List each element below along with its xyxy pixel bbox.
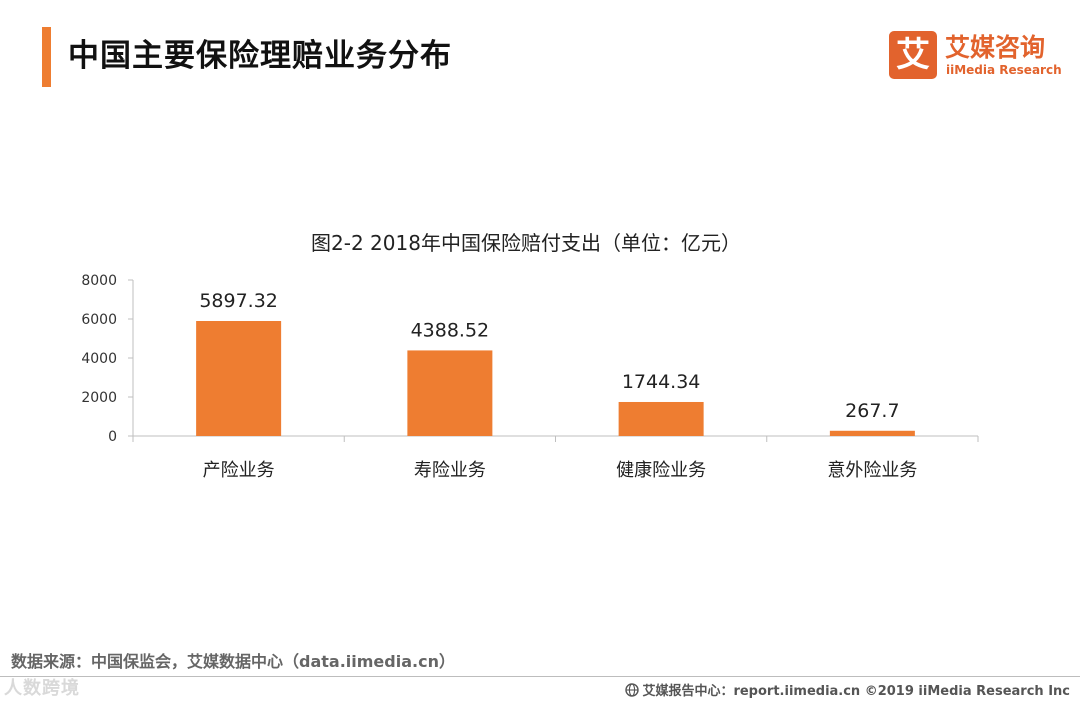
- y-tick-label: 8000: [81, 273, 117, 289]
- logo-name-cn: 艾媒咨询: [945, 33, 1046, 62]
- iimedia-logo: 艾 艾媒咨询 iiMedia Research: [889, 31, 1069, 81]
- bar-chart: 图2-2 2018年中国保险赔付支出（单位：亿元） 0 2000 4000 6000 8…: [81, 231, 979, 481]
- y-tick-label: 0: [108, 429, 117, 445]
- bar-value-label: 4388.52: [411, 319, 490, 341]
- y-tick-label: 2000: [81, 390, 117, 406]
- page-title: 中国主要保险理赔业务分布: [68, 38, 452, 74]
- bars: 5897.32 4388.52 1744.34 267.7: [196, 290, 915, 436]
- bar-4: [829, 430, 915, 436]
- watermark: 人数跨境: [4, 678, 80, 699]
- globe-icon: [625, 683, 640, 701]
- y-tick-label: 6000: [81, 312, 117, 328]
- bar-1: [196, 321, 282, 436]
- chart-title: 图2-2 2018年中国保险赔付支出（单位：亿元）: [311, 231, 741, 255]
- y-axis: 0 2000 4000 6000 8000: [81, 273, 134, 445]
- title-accent-bar: [42, 27, 51, 87]
- y-tick-label: 4000: [81, 351, 117, 367]
- footer-divider: [0, 676, 1080, 677]
- data-source: 数据来源：中国保监会，艾媒数据中心（data.iimedia.cn）: [11, 652, 455, 671]
- x-category-label: 意外险业务: [827, 460, 917, 481]
- bar-value-label: 1744.34: [622, 371, 701, 393]
- x-category-label: 健康险业务: [616, 460, 706, 481]
- bar-value-label: 267.7: [845, 400, 899, 422]
- bar-value-label: 5897.32: [199, 290, 278, 312]
- footer-credit-text: 艾媒报告中心：report.iimedia.cn ©2019 iiMedia R…: [642, 684, 1070, 699]
- x-category-label: 产险业务: [203, 460, 275, 481]
- bar-3: [618, 401, 704, 436]
- bar-2: [407, 350, 493, 436]
- x-axis: 产险业务 寿险业务 健康险业务 意外险业务: [132, 435, 979, 481]
- logo-mark: 艾: [889, 31, 937, 79]
- logo-name-en: iiMedia Research: [946, 63, 1062, 77]
- footer-credit: 艾媒报告中心：report.iimedia.cn ©2019 iiMedia R…: [625, 680, 1070, 701]
- x-category-label: 寿险业务: [414, 460, 486, 481]
